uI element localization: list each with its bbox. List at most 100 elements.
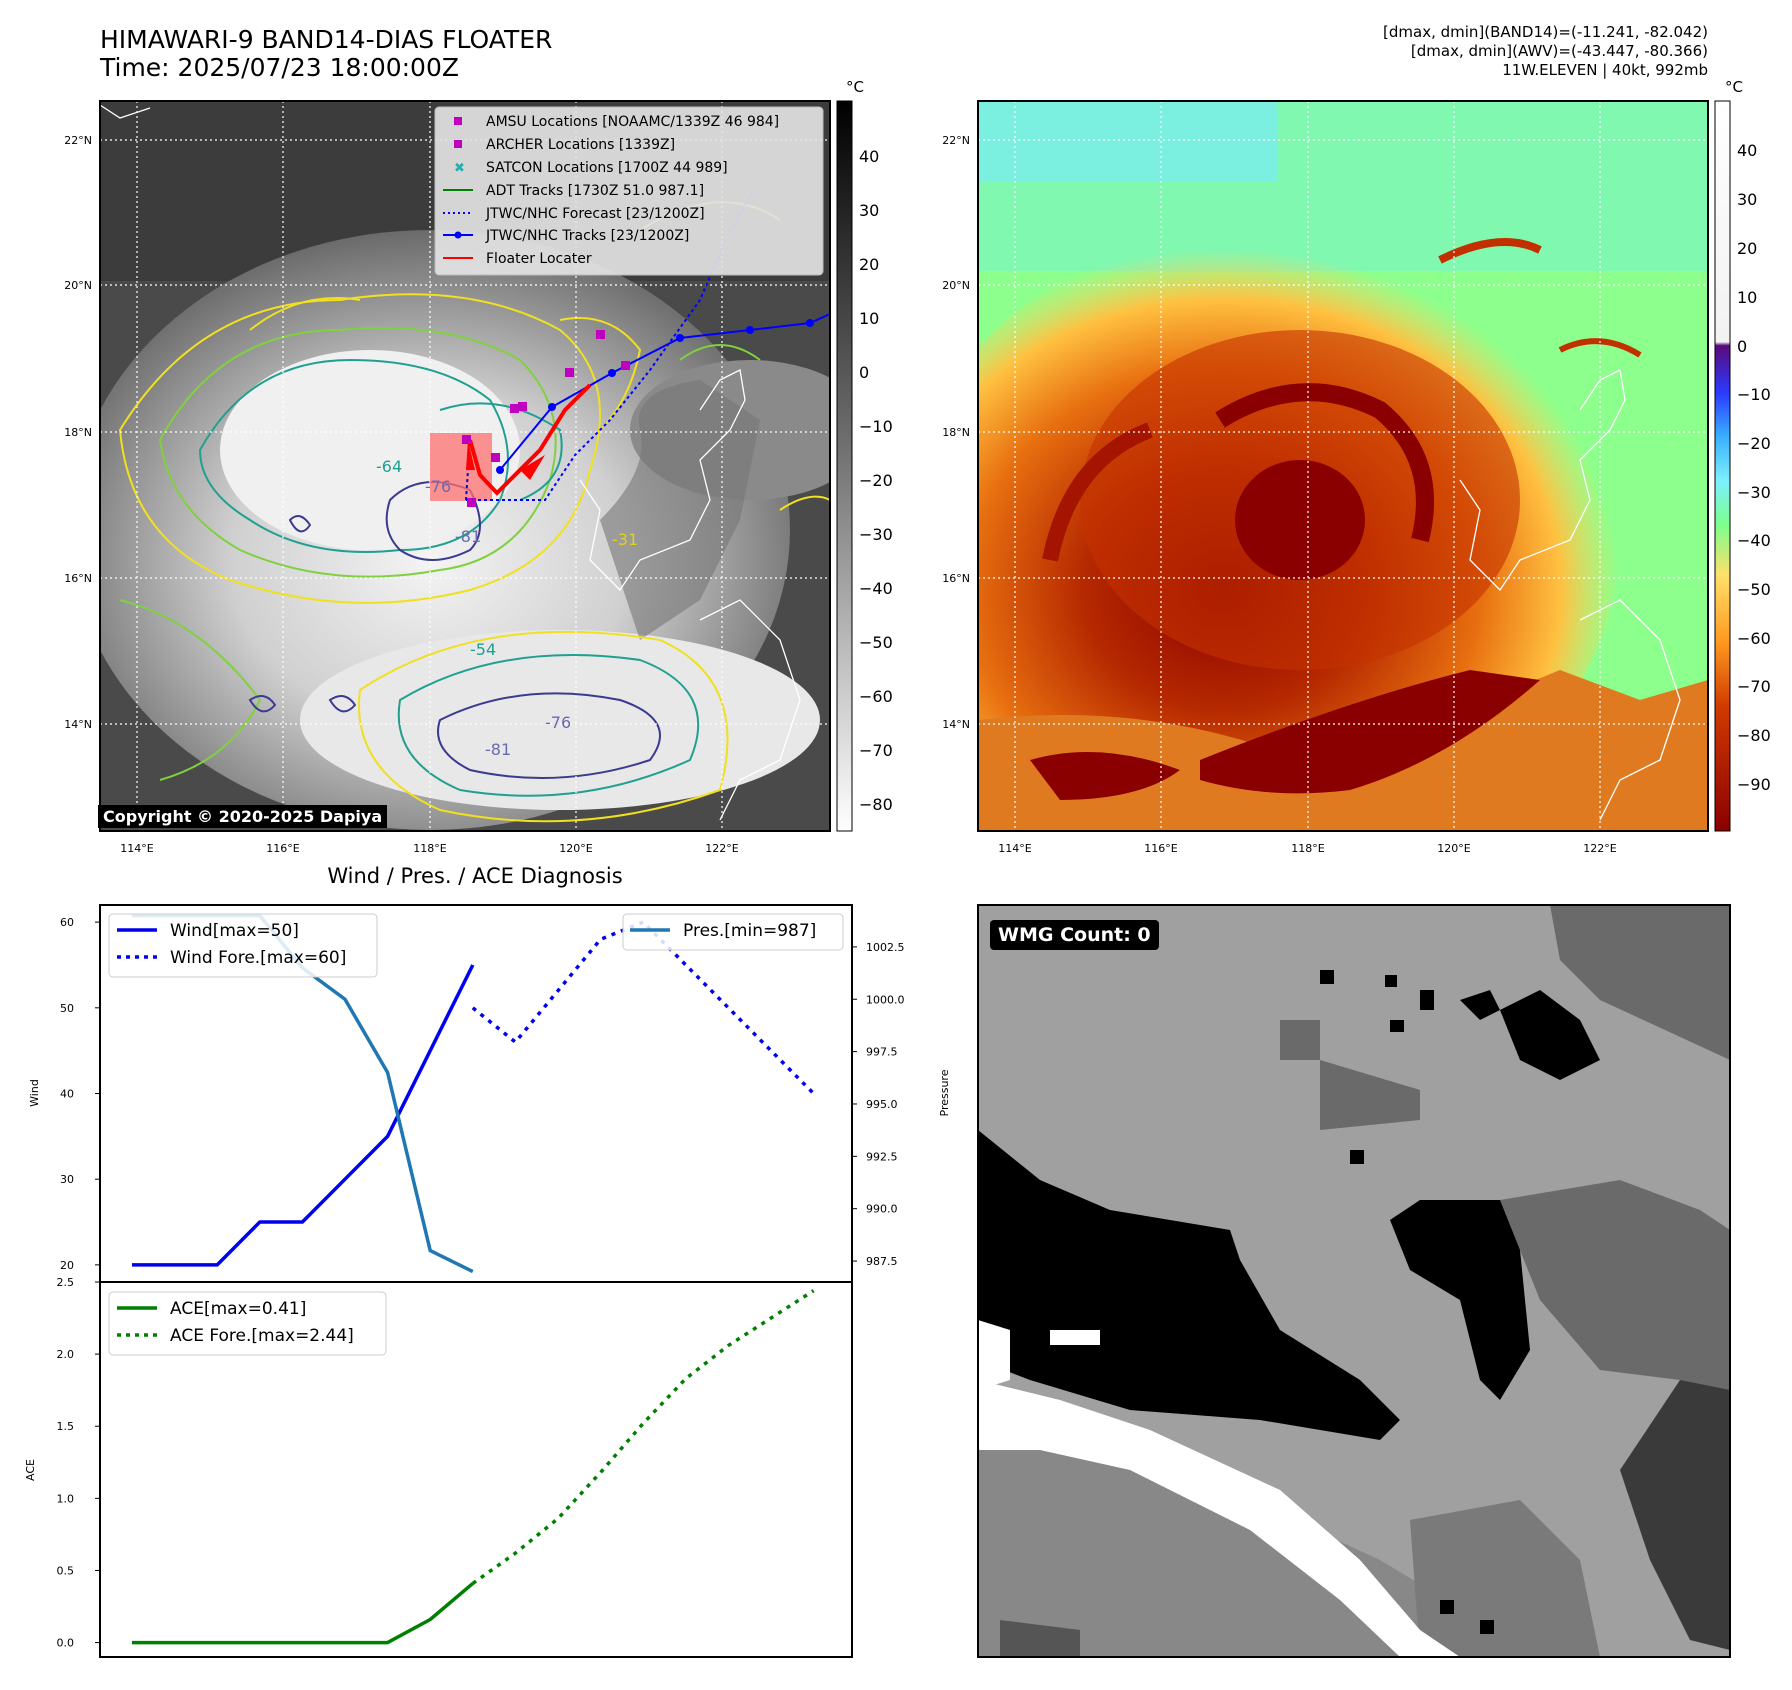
svg-text:−70: −70	[1737, 677, 1771, 696]
svg-text:−80: −80	[1737, 726, 1771, 745]
svg-text:−20: −20	[859, 471, 893, 490]
pressure-axis: 987.5 990.0 992.5 995.0 997.5 1000.0 1002.5	[852, 941, 905, 1268]
y-tick-label: 40	[60, 1088, 74, 1101]
svg-text:−90: −90	[1737, 775, 1771, 794]
ir-colorbar	[836, 100, 853, 832]
pres-legend-label: Pres.[min=987]	[683, 921, 816, 941]
wv-lat-tick: 16°N	[942, 572, 970, 585]
wind-legend-observed: Wind[max=50]	[170, 921, 299, 941]
ace-ylabel: ACE	[24, 1459, 37, 1481]
svg-text:−10: −10	[859, 417, 893, 436]
wv-lon-tick: 122°E	[1583, 842, 1616, 855]
title-line-1: HIMAWARI-9 BAND14-DIAS FLOATER	[100, 25, 553, 54]
ace-legend-forecast: ACE Fore.[max=2.44]	[170, 1326, 354, 1346]
ir-map-frame	[99, 100, 831, 832]
svg-text:20: 20	[1737, 239, 1757, 258]
wind-ylabel: Wind	[28, 1079, 41, 1107]
legend-jtwc-tracks: JTWC/NHC Tracks [23/1200Z]	[485, 228, 689, 244]
svg-text:20: 20	[859, 255, 879, 274]
pres-ylabel: Pressure	[938, 1069, 951, 1116]
stats-line-3: 11W.ELEVEN | 40kt, 992mb	[1502, 61, 1708, 79]
ir-colorbar-unit: °C	[846, 78, 864, 96]
y-tick-label: 1002.5	[866, 941, 905, 954]
svg-text:−80: −80	[859, 795, 893, 814]
y-tick-label: 1000.0	[866, 993, 905, 1006]
svg-text:10: 10	[1737, 288, 1757, 307]
ir-legend: ✖ AMSU Locations [NOAAMC/1339Z 46 984] A…	[434, 106, 824, 276]
wv-lon-tick: 118°E	[1291, 842, 1324, 855]
wv-lon-tick: 120°E	[1437, 842, 1470, 855]
wv-map-frame	[977, 100, 1709, 832]
wv-lat-tick: 18°N	[942, 426, 970, 439]
svg-text:−40: −40	[859, 579, 893, 598]
contour-label: -76	[425, 477, 451, 496]
ir-lat-tick: 20°N	[64, 279, 92, 292]
legend-adt: ADT Tracks [1730Z 51.0 987.1]	[486, 183, 704, 199]
svg-text:−10: −10	[1737, 385, 1771, 404]
svg-text:−50: −50	[859, 633, 893, 652]
y-tick-label: 50	[60, 1002, 74, 1015]
stats-block: [dmax, dmin](BAND14)=(-11.241, -82.042) …	[1383, 23, 1708, 80]
series-line	[132, 1582, 474, 1645]
svg-text:0: 0	[1737, 337, 1747, 356]
y-tick-label: 30	[60, 1173, 74, 1186]
y-tick-label: 990.0	[866, 1203, 898, 1216]
contour-label: -76	[545, 713, 571, 732]
wind-legend: Wind[max=50] Wind Fore.[max=60]	[108, 913, 378, 978]
wmg-panel	[978, 905, 1730, 1657]
wv-colorbar-ticks: 40 30 20 10 0 −10 −20 −30 −40 −50 −60 −7…	[1737, 141, 1771, 794]
ace-legend: ACE[max=0.41] ACE Fore.[max=2.44]	[108, 1291, 387, 1356]
y-tick-label: 0.0	[57, 1637, 75, 1650]
y-tick-label: 0.5	[57, 1564, 75, 1577]
wv-colorbar	[1714, 100, 1731, 832]
svg-text:−30: −30	[1737, 483, 1771, 502]
stats-line-2: [dmax, dmin](AWV)=(-43.447, -80.366)	[1410, 42, 1708, 60]
ir-lon-tick: 120°E	[559, 842, 592, 855]
figure-title: HIMAWARI-9 BAND14-DIAS FLOATER Time: 202…	[100, 26, 552, 82]
diag-title: Wind / Pres. / ACE Diagnosis	[327, 864, 622, 888]
svg-text:−60: −60	[859, 687, 893, 706]
legend-satcon: SATCON Locations [1700Z 44 989]	[486, 160, 728, 176]
ir-lat-tick: 16°N	[64, 572, 92, 585]
wv-colorbar-unit: °C	[1725, 78, 1743, 96]
y-tick-label: 995.0	[866, 1098, 898, 1111]
wv-imagery	[978, 101, 1708, 831]
contour-label: -54	[470, 640, 496, 659]
y-tick-label: 1.0	[57, 1492, 75, 1505]
pres-legend: Pres.[min=987]	[622, 913, 844, 951]
svg-text:40: 40	[1737, 141, 1757, 160]
ace-legend-observed: ACE[max=0.41]	[170, 1299, 306, 1319]
ir-lat-tick: 14°N	[64, 718, 92, 731]
stats-line-1: [dmax, dmin](BAND14)=(-11.241, -82.042)	[1383, 23, 1708, 41]
wind-axis: 20 30 40 50 60	[60, 916, 100, 1272]
contour-label: -31	[612, 530, 638, 549]
contour-label: -64	[376, 457, 402, 476]
wv-lat-tick: 14°N	[942, 718, 970, 731]
wmg-count-badge: WMG Count: 0	[990, 920, 1159, 950]
wv-lon-tick: 116°E	[1144, 842, 1177, 855]
ace-series	[132, 1289, 815, 1645]
wv-lat-tick: 20°N	[942, 279, 970, 292]
svg-text:−70: −70	[859, 741, 893, 760]
ir-lat-tick: 18°N	[64, 426, 92, 439]
wind-legend-forecast: Wind Fore.[max=60]	[170, 948, 346, 968]
contour-label: -81	[455, 527, 481, 546]
wv-lon-tick: 114°E	[998, 842, 1031, 855]
series-line	[471, 1289, 815, 1585]
title-line-2: Time: 2025/07/23 18:00:00Z	[100, 53, 459, 82]
wmg-frame	[977, 904, 1731, 1658]
svg-text:−60: −60	[1737, 629, 1771, 648]
copyright-badge: Copyright © 2020-2025 Dapiya	[98, 805, 388, 828]
ir-colorbar-ticks: 40 30 20 10 0 −10 −20 −30 −40 −50 −60 −7…	[859, 147, 893, 814]
svg-text:40: 40	[859, 147, 879, 166]
floater-locater-track	[468, 383, 592, 496]
legend-archer: ARCHER Locations [1339Z]	[486, 137, 675, 153]
svg-text:−40: −40	[1737, 531, 1771, 550]
y-tick-label: 987.5	[866, 1255, 898, 1268]
floater-box	[430, 433, 492, 501]
y-tick-label: 992.5	[866, 1150, 898, 1163]
legend-jtwc-forecast: JTWC/NHC Forecast [23/1200Z]	[485, 206, 705, 222]
y-tick-label: 20	[60, 1259, 74, 1272]
y-tick-label: 60	[60, 916, 74, 929]
